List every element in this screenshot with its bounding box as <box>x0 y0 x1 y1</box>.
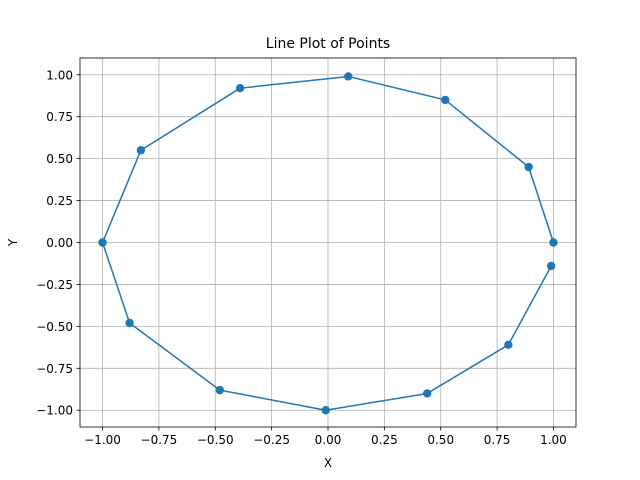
data-point <box>549 238 558 247</box>
axis-ticks: −1.00 −0.75 −0.50 −0.25 0.00 0.25 0.50 0.75 1.00… <box>36 68 567 447</box>
data-point <box>423 389 432 398</box>
x-tick-label: 0.75 <box>484 433 511 447</box>
y-tick-label: −0.25 <box>36 278 73 292</box>
data-point <box>215 385 224 395</box>
y-tick-label: 0.75 <box>46 110 73 124</box>
x-tick-label: −0.75 <box>141 433 178 447</box>
data-point <box>441 95 450 105</box>
data-point <box>136 146 146 155</box>
y-tick-label: 1.00 <box>46 68 73 82</box>
data-point <box>344 72 353 81</box>
data-point <box>321 406 330 415</box>
grid <box>80 58 576 427</box>
x-tick-label: 0.00 <box>315 433 342 447</box>
data-point <box>125 318 134 328</box>
y-tick-label: −0.50 <box>36 320 73 334</box>
data-series <box>98 72 558 415</box>
data-point <box>524 162 533 172</box>
data-point <box>235 83 245 93</box>
chart-title: Line Plot of Points <box>266 36 390 52</box>
y-tick-label: 0.00 <box>46 236 73 250</box>
data-point <box>98 238 107 247</box>
y-tick-label: −1.00 <box>36 404 73 418</box>
x-tick-label: 0.25 <box>371 433 398 447</box>
x-tick-label: 1.00 <box>540 433 567 447</box>
data-point <box>504 340 513 350</box>
data-point <box>547 261 556 271</box>
y-tick-label: 0.50 <box>46 152 73 166</box>
x-axis-label: X <box>324 456 332 470</box>
x-tick-label: −0.25 <box>253 433 290 447</box>
x-tick-label: −0.50 <box>197 433 234 447</box>
x-tick-label: 0.50 <box>427 433 454 447</box>
y-axis-label: Y <box>6 238 20 247</box>
x-tick-label: −1.00 <box>84 433 121 447</box>
y-tick-label: −0.75 <box>36 362 73 376</box>
y-tick-label: 0.25 <box>46 194 73 208</box>
